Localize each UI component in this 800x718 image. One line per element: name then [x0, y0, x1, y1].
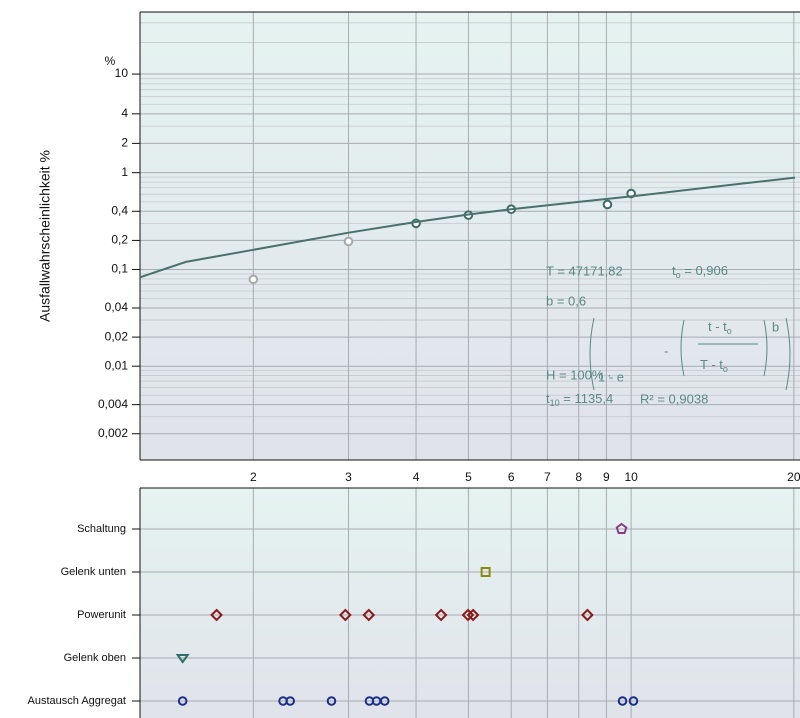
annotation-text: t10 = 1135,4: [546, 391, 613, 408]
category-label: Austausch Aggregat: [28, 695, 126, 707]
category-label: Gelenk oben: [64, 652, 126, 664]
marker: [177, 696, 188, 706]
annotation-sub: o: [676, 270, 681, 280]
y-tick-label: 2: [121, 136, 128, 150]
marker: [338, 608, 352, 622]
formula-num: t - t: [708, 319, 727, 334]
marker: [480, 567, 491, 577]
y-tick-label: 0,2: [111, 233, 128, 247]
annotation: T = 47171,82 to = 0,906 b = 0,6 H = 100%…: [546, 263, 791, 408]
annotation-text: t: [546, 391, 550, 406]
y-unit: %: [105, 54, 116, 68]
formula-minus: -: [664, 343, 668, 358]
y-tick-label: 0,04: [105, 300, 129, 314]
y-axis-label: Ausfallwahrscheinlichkeit %: [37, 150, 53, 322]
data-point: [248, 274, 259, 285]
category-label: Powerunit: [77, 609, 126, 621]
fit-line: [139, 176, 796, 279]
marker: [466, 608, 480, 622]
formula-num: t - to: [708, 319, 732, 336]
category-label: Schaltung: [77, 523, 126, 535]
formula-lhs: H = 100% ·: [546, 367, 611, 382]
formula-paren: [589, 317, 791, 391]
x-tick-label: 2: [250, 470, 257, 484]
plot-area: [140, 488, 800, 718]
marker: [580, 608, 594, 622]
plot-area: [140, 12, 800, 460]
x-tick-label: 10: [624, 470, 638, 484]
x-tick-label: 3: [345, 470, 352, 484]
formula-den: T - to: [700, 357, 728, 374]
x-tick-label: 6: [508, 470, 515, 484]
annotation-text: = 1135,4: [560, 391, 614, 406]
marker: [628, 696, 639, 706]
annotation-text: = 0,906: [681, 263, 728, 278]
y-tick-label: 0,1: [111, 262, 128, 276]
x-tick-label: 4: [413, 470, 420, 484]
marker: [210, 608, 223, 622]
annotation-text: to = 0,906: [672, 263, 728, 280]
y-tick-label: 0,004: [98, 397, 128, 411]
marker: [615, 522, 628, 534]
marker: [379, 696, 390, 706]
annotation-text: T = 47171,82: [546, 263, 623, 278]
x-tick-label: 20: [787, 470, 800, 484]
marker: [326, 696, 337, 706]
category-label: Gelenk unten: [61, 566, 126, 578]
x-tick-label: 7: [544, 470, 551, 484]
y-tick-label: 4: [121, 106, 128, 120]
formula-paren: [680, 319, 768, 377]
marker: [461, 608, 475, 622]
y-tick-label: 0,01: [105, 358, 129, 372]
marker: [362, 608, 376, 622]
y-tick-label: 1: [121, 165, 128, 179]
y-tick-label: 10: [115, 66, 129, 80]
marker: [434, 608, 448, 622]
formula-exp: b: [772, 319, 779, 334]
x-tick-label: 5: [465, 470, 472, 484]
annotation-text: t: [672, 263, 676, 278]
y-tick-label: 0,002: [98, 426, 128, 440]
formula-den: T - t: [700, 357, 723, 372]
x-tick-label: 9: [603, 470, 610, 484]
formula-sub: o: [727, 326, 732, 336]
y-tick-label: 0,02: [105, 329, 129, 343]
annotation-text: b = 0,6: [546, 293, 586, 308]
grid: [140, 12, 800, 718]
formula-base: 1 - e: [598, 369, 624, 384]
data-point: [343, 236, 354, 247]
formula-sub: o: [723, 364, 728, 374]
data-point: [602, 199, 613, 210]
annotation-text: R² = 0,9038: [640, 391, 708, 406]
x-tick-label: 8: [575, 470, 582, 484]
marker: [285, 696, 296, 706]
marker: [175, 654, 190, 664]
y-tick-label: 0,4: [111, 203, 128, 217]
marker: [617, 696, 628, 706]
annotation-sub: 10: [550, 398, 560, 408]
